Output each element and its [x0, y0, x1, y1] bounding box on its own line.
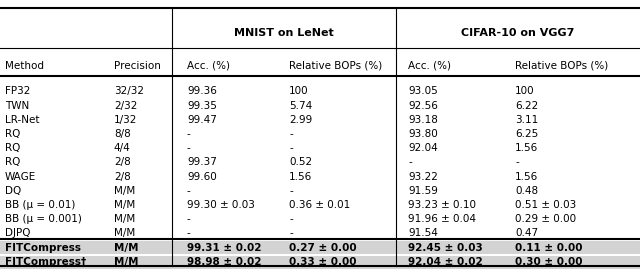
Text: FITCompress: FITCompress	[5, 243, 81, 253]
Text: -: -	[187, 186, 191, 196]
Text: 0.27 ± 0.00: 0.27 ± 0.00	[289, 243, 357, 253]
Text: 92.45 ± 0.03: 92.45 ± 0.03	[408, 243, 483, 253]
Text: -: -	[187, 214, 191, 224]
Text: 5.74: 5.74	[289, 101, 312, 111]
Text: 0.30 ± 0.00: 0.30 ± 0.00	[515, 257, 582, 267]
Text: 100: 100	[515, 87, 535, 96]
Text: 93.18: 93.18	[408, 115, 438, 125]
Text: MNIST on LeNet: MNIST on LeNet	[234, 28, 333, 38]
Text: -: -	[408, 158, 412, 167]
Text: 6.25: 6.25	[515, 129, 538, 139]
Text: M/M: M/M	[114, 257, 138, 267]
Text: WAGE: WAGE	[5, 172, 36, 182]
Text: DQ: DQ	[5, 186, 21, 196]
Text: RQ: RQ	[5, 143, 20, 153]
Text: 0.51 ± 0.03: 0.51 ± 0.03	[515, 200, 577, 210]
Text: 92.04: 92.04	[408, 143, 438, 153]
Text: M/M: M/M	[114, 200, 135, 210]
Text: 1/32: 1/32	[114, 115, 138, 125]
Text: M/M: M/M	[114, 214, 135, 224]
Text: -: -	[289, 229, 293, 238]
Text: Acc. (%): Acc. (%)	[187, 61, 230, 70]
Text: 93.80: 93.80	[408, 129, 438, 139]
Text: Precision: Precision	[114, 61, 161, 70]
Text: 93.05: 93.05	[408, 87, 438, 96]
Text: 91.59: 91.59	[408, 186, 438, 196]
Text: RQ: RQ	[5, 158, 20, 167]
Text: RQ: RQ	[5, 129, 20, 139]
Text: M/M: M/M	[114, 229, 135, 238]
Text: 0.33 ± 0.00: 0.33 ± 0.00	[289, 257, 356, 267]
Text: 98.98 ± 0.02: 98.98 ± 0.02	[187, 257, 261, 267]
Text: Relative BOPs (%): Relative BOPs (%)	[289, 61, 383, 70]
Text: -: -	[187, 143, 191, 153]
Text: -: -	[515, 158, 519, 167]
Text: TWN: TWN	[5, 101, 29, 111]
Text: 1.56: 1.56	[515, 143, 538, 153]
Text: 91.54: 91.54	[408, 229, 438, 238]
Text: -: -	[187, 129, 191, 139]
Text: 0.36 ± 0.01: 0.36 ± 0.01	[289, 200, 351, 210]
Text: M/M: M/M	[114, 243, 138, 253]
Text: BB (μ = 0.001): BB (μ = 0.001)	[5, 214, 82, 224]
Text: -: -	[289, 214, 293, 224]
Text: 99.35: 99.35	[187, 101, 217, 111]
Text: 2.99: 2.99	[289, 115, 312, 125]
Text: 0.48: 0.48	[515, 186, 538, 196]
Text: 2/32: 2/32	[114, 101, 138, 111]
Text: 99.47: 99.47	[187, 115, 217, 125]
Text: Acc. (%): Acc. (%)	[408, 61, 451, 70]
Text: Method: Method	[5, 61, 44, 70]
Text: 0.52: 0.52	[289, 158, 312, 167]
Text: 93.23 ± 0.10: 93.23 ± 0.10	[408, 200, 476, 210]
Text: 1.56: 1.56	[289, 172, 312, 182]
Text: FP32: FP32	[5, 87, 31, 96]
Text: -: -	[289, 186, 293, 196]
Text: -: -	[289, 129, 293, 139]
Bar	[0, 241, 640, 254]
Text: 0.11 ± 0.00: 0.11 ± 0.00	[515, 243, 582, 253]
Text: 2/8: 2/8	[114, 158, 131, 167]
Text: 8/8: 8/8	[114, 129, 131, 139]
Text: 91.96 ± 0.04: 91.96 ± 0.04	[408, 214, 476, 224]
Text: CIFAR-10 on VGG7: CIFAR-10 on VGG7	[461, 28, 575, 38]
Text: M/M: M/M	[114, 186, 135, 196]
Text: 93.22: 93.22	[408, 172, 438, 182]
Text: 99.37: 99.37	[187, 158, 217, 167]
Text: 92.56: 92.56	[408, 101, 438, 111]
Text: 1.56: 1.56	[515, 172, 538, 182]
Text: 0.47: 0.47	[515, 229, 538, 238]
Text: -: -	[187, 229, 191, 238]
Text: 4/4: 4/4	[114, 143, 131, 153]
Text: 6.22: 6.22	[515, 101, 538, 111]
Text: BB (μ = 0.01): BB (μ = 0.01)	[5, 200, 76, 210]
Text: 32/32: 32/32	[114, 87, 144, 96]
Text: FITCompress†: FITCompress†	[5, 257, 86, 267]
Text: 92.04 ± 0.02: 92.04 ± 0.02	[408, 257, 483, 267]
Text: LR-Net: LR-Net	[5, 115, 40, 125]
Text: -: -	[289, 143, 293, 153]
Text: 99.36: 99.36	[187, 87, 217, 96]
Text: DJPQ: DJPQ	[5, 229, 31, 238]
Text: Relative BOPs (%): Relative BOPs (%)	[515, 61, 609, 70]
Bar	[0, 256, 640, 269]
Text: 99.31 ± 0.02: 99.31 ± 0.02	[187, 243, 261, 253]
Text: 0.29 ± 0.00: 0.29 ± 0.00	[515, 214, 577, 224]
Text: 3.11: 3.11	[515, 115, 538, 125]
Text: 100: 100	[289, 87, 309, 96]
Text: 99.30 ± 0.03: 99.30 ± 0.03	[187, 200, 255, 210]
Text: 99.60: 99.60	[187, 172, 216, 182]
Text: 2/8: 2/8	[114, 172, 131, 182]
